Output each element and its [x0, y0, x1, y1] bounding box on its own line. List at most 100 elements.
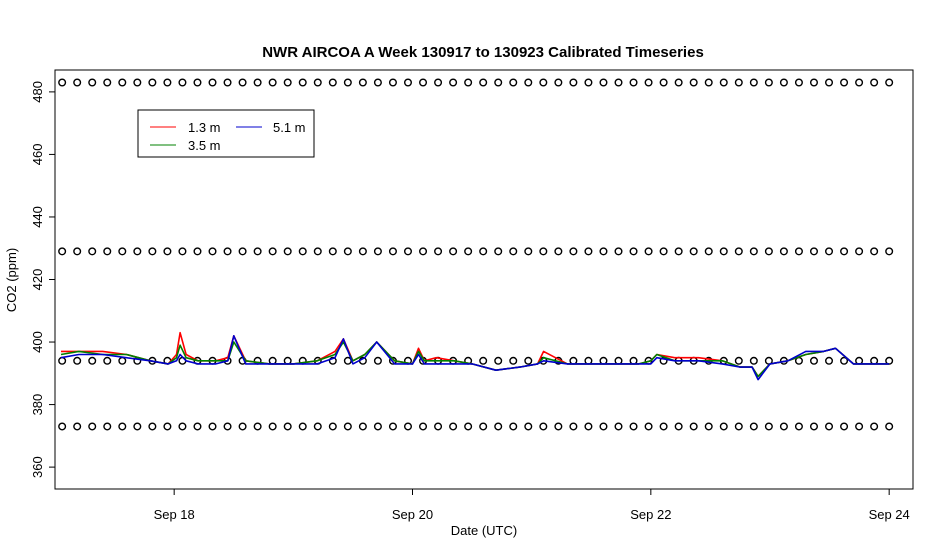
- marker-point: [419, 422, 428, 431]
- marker-point: [328, 78, 337, 87]
- marker-point: [749, 247, 758, 256]
- marker-point: [178, 422, 187, 431]
- marker-point: [599, 78, 608, 87]
- marker-point: [58, 422, 67, 431]
- marker-point: [419, 78, 428, 87]
- marker-point: [734, 247, 743, 256]
- marker-point: [118, 422, 127, 431]
- marker-point: [644, 247, 653, 256]
- marker-point: [749, 78, 758, 87]
- marker-point: [358, 422, 367, 431]
- marker-point: [313, 247, 322, 256]
- x-tick-label: Sep 24: [869, 507, 910, 522]
- marker-point: [449, 422, 458, 431]
- marker-point: [794, 422, 803, 431]
- marker-point: [629, 78, 638, 87]
- marker-point: [809, 247, 818, 256]
- marker-point: [178, 247, 187, 256]
- legend: 1.3 m 3.5 m 5.1 m: [137, 109, 315, 158]
- marker-point: [298, 422, 307, 431]
- reference-markers: [58, 78, 894, 431]
- marker-point: [599, 247, 608, 256]
- marker-point: [809, 356, 818, 365]
- marker-point: [208, 422, 217, 431]
- marker-point: [133, 78, 142, 87]
- marker-point: [779, 422, 788, 431]
- marker-point: [825, 356, 834, 365]
- marker-point: [719, 422, 728, 431]
- marker-point: [539, 247, 548, 256]
- legend-label-2: 3.5 m: [188, 138, 221, 153]
- marker-point: [764, 247, 773, 256]
- marker-point: [118, 78, 127, 87]
- marker-point: [614, 247, 623, 256]
- marker-point: [268, 78, 277, 87]
- marker-point: [253, 422, 262, 431]
- marker-point: [749, 422, 758, 431]
- y-tick-label: 440: [30, 206, 45, 228]
- marker-point: [629, 422, 638, 431]
- marker-point: [163, 422, 172, 431]
- marker-point: [840, 247, 849, 256]
- marker-point: [554, 78, 563, 87]
- marker-point: [870, 78, 879, 87]
- marker-point: [659, 422, 668, 431]
- marker-point: [118, 247, 127, 256]
- marker-point: [88, 422, 97, 431]
- y-tick-label: 360: [30, 456, 45, 478]
- chart-title: NWR AIRCOA A Week 130917 to 130923 Calib…: [262, 44, 704, 61]
- marker-point: [403, 247, 412, 256]
- marker-point: [840, 422, 849, 431]
- marker-point: [885, 247, 894, 256]
- y-tick-label: 400: [30, 331, 45, 353]
- marker-point: [674, 247, 683, 256]
- marker-point: [479, 422, 488, 431]
- marker-point: [328, 247, 337, 256]
- marker-point: [524, 356, 533, 365]
- legend-box: [137, 109, 315, 158]
- marker-point: [73, 78, 82, 87]
- marker-point: [434, 422, 443, 431]
- x-tick-label: Sep 20: [392, 507, 433, 522]
- marker-point: [103, 78, 112, 87]
- marker-point: [689, 78, 698, 87]
- marker-point: [659, 78, 668, 87]
- marker-point: [494, 422, 503, 431]
- marker-point: [674, 78, 683, 87]
- marker-point: [494, 247, 503, 256]
- marker-point: [855, 78, 864, 87]
- marker-point: [223, 78, 232, 87]
- marker-point: [584, 422, 593, 431]
- marker-point: [584, 78, 593, 87]
- marker-point: [58, 78, 67, 87]
- marker-point: [58, 356, 67, 365]
- marker-point: [809, 422, 818, 431]
- marker-point: [103, 247, 112, 256]
- marker-point: [434, 247, 443, 256]
- marker-point: [644, 78, 653, 87]
- legend-label-1: 1.3 m: [188, 120, 221, 135]
- marker-point: [539, 78, 548, 87]
- marker-point: [825, 78, 834, 87]
- y-axis-label: CO2 (ppm): [4, 248, 19, 312]
- marker-point: [148, 422, 157, 431]
- marker-point: [253, 78, 262, 87]
- marker-point: [208, 78, 217, 87]
- marker-point: [73, 247, 82, 256]
- marker-point: [644, 422, 653, 431]
- marker-point: [328, 422, 337, 431]
- marker-point: [238, 247, 247, 256]
- marker-point: [479, 356, 488, 365]
- marker-point: [524, 422, 533, 431]
- marker-point: [689, 247, 698, 256]
- marker-point: [464, 78, 473, 87]
- marker-point: [704, 78, 713, 87]
- marker-point: [343, 422, 352, 431]
- marker-point: [584, 247, 593, 256]
- marker-point: [659, 247, 668, 256]
- marker-point: [373, 356, 382, 365]
- marker-point: [163, 247, 172, 256]
- marker-point: [434, 78, 443, 87]
- marker-point: [825, 247, 834, 256]
